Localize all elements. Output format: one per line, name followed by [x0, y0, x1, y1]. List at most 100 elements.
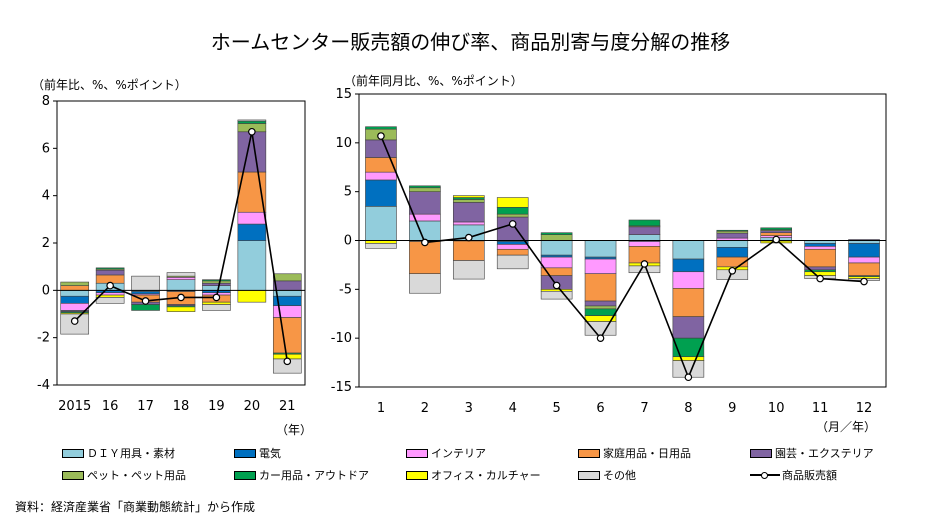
monthly-bar-interior: [804, 246, 836, 250]
monthly-x-tick-label: 5: [552, 401, 560, 416]
legend-swatch-other: [578, 470, 600, 480]
monthly-bar-other: [584, 321, 617, 336]
monthly-y-tick-label: 10: [335, 136, 352, 151]
monthly-bar-car: [496, 206, 529, 215]
legend-label-garden: 園芸・エクステリア: [775, 447, 874, 460]
annual-bar-garden: [202, 282, 231, 286]
monthly-bar-pet: [409, 187, 441, 192]
monthly-total-point: [508, 220, 517, 228]
annual-bar-office: [166, 306, 196, 312]
monthly-bar-garden: [672, 316, 705, 339]
annual-y-tick-label: -4: [37, 378, 50, 393]
annual-y-tick-label: 6: [42, 141, 50, 156]
monthly-bar-diy: [628, 234, 661, 241]
monthly-total-point: [421, 238, 429, 247]
monthly-y-tick-label: 5: [344, 185, 352, 200]
legend-swatch-car: [234, 470, 256, 480]
monthly-x-tick-label: 7: [640, 401, 648, 416]
monthly-total-point: [816, 274, 824, 283]
monthly-bar-household: [760, 232, 793, 236]
monthly-x-tick-label: 3: [465, 401, 473, 416]
annual-bar-garden: [272, 280, 302, 291]
monthly-total-point: [596, 334, 605, 342]
annual-bar-office: [202, 301, 231, 305]
monthly-total-point: [377, 132, 385, 140]
annual-total-point: [141, 297, 150, 305]
monthly-bar-car: [540, 232, 573, 235]
legend-label-pet: ペット・ペット用品: [87, 469, 186, 482]
chart-legend: ＤＩＹ用具・素材 電気 インテリア 家庭用品・日用品 園芸・エクステリア ペット…: [62, 445, 922, 489]
monthly-bar-garden: [628, 226, 661, 235]
monthly-bar-elec: [672, 258, 705, 273]
right-x-axis-unit: （月／年）: [816, 420, 877, 434]
annual-bar-pet: [202, 280, 231, 284]
annual-x-tick-label: 21: [279, 399, 296, 414]
annual-bar-car: [237, 120, 267, 124]
monthly-bar-diy: [672, 240, 705, 260]
monthly-bar-garden: [716, 232, 749, 239]
annual-x-tick-label: 20: [244, 399, 261, 414]
annual-y-tick-label: 2: [42, 236, 50, 251]
legend-item-total: 商品販売額: [750, 467, 837, 483]
annual-bar-car: [131, 304, 160, 311]
monthly-bar-elec: [496, 241, 529, 245]
monthly-bar-interior: [848, 256, 880, 264]
monthly-x-tick-label: 6: [596, 401, 604, 416]
annual-bar-other: [237, 119, 267, 122]
monthly-total-point: [684, 373, 693, 382]
monthly-bar-other: [452, 260, 485, 280]
annual-bar-other: [131, 275, 160, 291]
annual-bar-pet: [60, 281, 90, 286]
monthly-total-line: [380, 135, 865, 380]
legend-label-household: 家庭用品・日用品: [603, 447, 691, 460]
annual-x-tick-label: 17: [137, 399, 154, 414]
legend-label-office: オフィス・カルチャー: [431, 469, 541, 482]
annual-bar-garden: [237, 131, 267, 173]
legend-item-elec: 電気: [234, 445, 281, 461]
annual-total-point: [283, 357, 292, 366]
monthly-bar-pet: [540, 234, 573, 241]
annual-bar-interior: [60, 303, 90, 311]
annual-bar-diy: [202, 285, 231, 291]
monthly-total-point: [552, 281, 561, 290]
annual-bar-elec: [131, 291, 160, 295]
monthly-bar-diy: [584, 240, 617, 258]
monthly-bar-interior: [628, 241, 661, 247]
monthly-bar-interior: [584, 258, 617, 275]
annual-bar-car: [95, 267, 125, 270]
monthly-bar-diy: [365, 206, 397, 241]
monthly-bar-car: [760, 227, 793, 231]
monthly-bar-garden: [452, 202, 485, 223]
monthly-bar-car: [628, 219, 661, 227]
legend-label-interior: インテリア: [431, 447, 486, 460]
monthly-bar-garden: [365, 139, 397, 158]
legend-swatch-garden: [750, 448, 772, 458]
monthly-y-tick-label: -10: [331, 331, 352, 346]
annual-bar-car: [202, 279, 231, 282]
annual-x-tick-label: 16: [102, 399, 119, 414]
source-note: 資料：経済産業省「商業動態統計」から作成: [15, 500, 256, 514]
annual-y-tick-label: 4: [42, 189, 50, 204]
annual-plot-frame: [56, 100, 306, 386]
monthly-bar-elec: [848, 243, 880, 258]
monthly-x-tick-label: 10: [768, 401, 785, 416]
monthly-total-point: [772, 235, 781, 244]
annual-bar-elec: [60, 295, 90, 304]
annual-bar-diy: [166, 279, 196, 291]
monthly-bar-other: [409, 273, 441, 294]
monthly-bar-household: [716, 256, 749, 268]
annual-total-point: [248, 127, 256, 136]
monthly-bar-interior: [452, 221, 485, 226]
monthly-y-tick-label: -5: [339, 282, 352, 297]
legend-item-office: オフィス・カルチャー: [406, 467, 541, 483]
monthly-bar-garden: [584, 300, 617, 307]
monthly-bar-elec: [365, 179, 397, 207]
monthly-bar-car: [716, 229, 749, 232]
legend-swatch-interior: [406, 448, 428, 458]
monthly-bar-other: [540, 290, 573, 300]
monthly-bar-diy: [716, 240, 749, 248]
monthly-x-tick-label: 8: [684, 401, 692, 416]
